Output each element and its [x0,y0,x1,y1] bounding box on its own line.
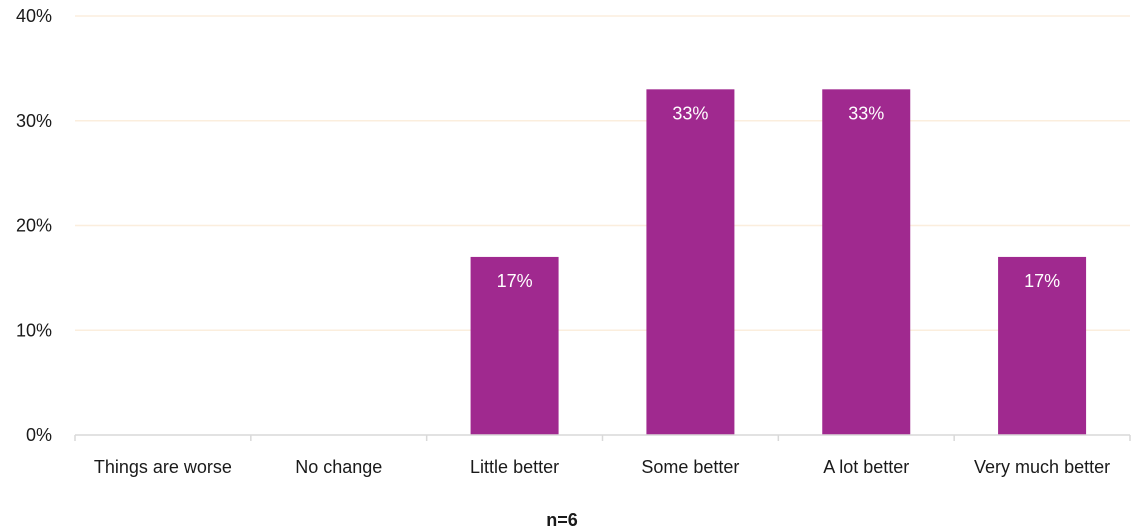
x-tick-label: Very much better [974,457,1110,477]
data-labels: 17% 33% 33% 17% [497,103,1061,291]
x-axis-category-labels: Things are worse No change Little better So… [94,457,1110,477]
bar [998,256,1087,435]
data-label: 33% [848,103,884,123]
x-tick-label: No change [295,457,382,477]
sample-size-note: n=6 [546,510,578,530]
bar [822,89,911,435]
y-tick-label: 0% [26,425,52,445]
y-axis-tick-labels: 0% 10% 20% 30% 40% [16,6,52,445]
x-tick-label: Things are worse [94,457,232,477]
data-label: 33% [672,103,708,123]
bar [646,89,735,435]
x-tick-label: Little better [470,457,559,477]
x-tick-label: A lot better [823,457,909,477]
y-tick-label: 40% [16,6,52,26]
y-tick-label: 30% [16,111,52,131]
y-tick-label: 10% [16,320,52,340]
data-label: 17% [1024,271,1060,291]
bar [470,256,559,435]
gridlines [75,15,1130,331]
bars [470,89,1087,435]
x-axis [74,434,1131,441]
y-tick-label: 20% [16,216,52,236]
data-label: 17% [497,271,533,291]
x-tick-label: Some better [641,457,739,477]
